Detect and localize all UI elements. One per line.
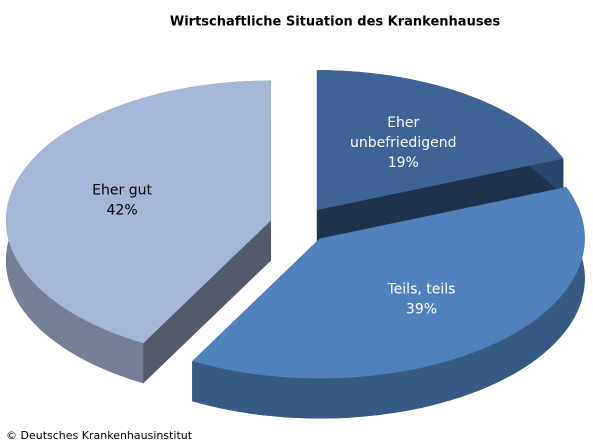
slice-top [192, 187, 585, 379]
slice-value-label: 42% [107, 202, 138, 218]
pie-slice [6, 80, 271, 384]
slice-top [6, 80, 271, 344]
slice-value-label: 19% [388, 155, 419, 171]
slice-value-label: 39% [406, 301, 437, 317]
pie-slice [192, 187, 585, 419]
chart-title: Wirtschaftliche Situation des Krankenhau… [170, 15, 501, 30]
slice-top [316, 70, 564, 211]
slice-label: Eher unbefriedigend [350, 115, 456, 151]
source-note: © Deutsches Krankenhausinstitut [6, 429, 193, 442]
slice-outer-wall [192, 187, 585, 419]
slice-label: Teils, teils [387, 281, 456, 297]
slice-radial-wall [143, 220, 271, 384]
slice-label: Eher gut [92, 182, 152, 198]
